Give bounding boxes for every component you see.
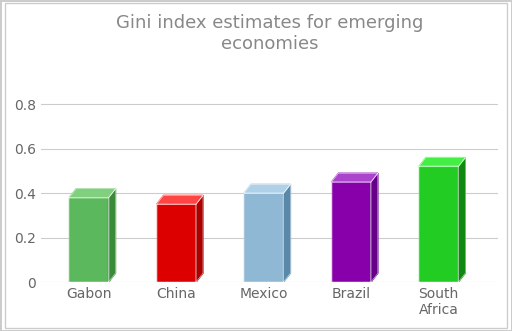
Polygon shape [157,204,196,282]
Polygon shape [419,166,458,282]
Polygon shape [244,193,284,282]
Polygon shape [157,195,203,204]
Polygon shape [196,195,203,282]
Polygon shape [371,173,378,282]
Polygon shape [69,189,116,198]
Polygon shape [244,184,290,193]
Polygon shape [69,198,109,282]
Polygon shape [284,184,290,282]
Polygon shape [331,173,378,182]
Polygon shape [109,189,116,282]
Polygon shape [458,158,465,282]
Polygon shape [419,158,465,166]
Title: Gini index estimates for emerging
economies: Gini index estimates for emerging econom… [116,14,423,53]
Polygon shape [331,182,371,282]
